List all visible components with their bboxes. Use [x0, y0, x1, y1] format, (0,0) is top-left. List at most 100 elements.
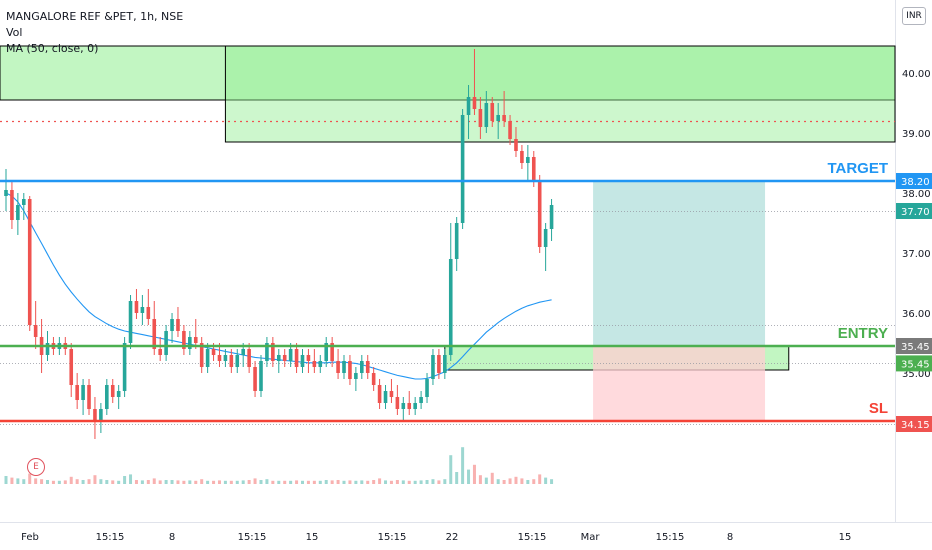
price-label-4: 34.15: [896, 416, 932, 432]
candle-body-91: [543, 229, 548, 247]
volume-bar-48: [289, 480, 293, 484]
volume-bar-67: [401, 480, 405, 484]
candle-body-26: [158, 349, 162, 355]
symbol-title[interactable]: MANGALORE REF &PET, 1h, NSE: [6, 10, 184, 23]
candle-body-14: [87, 385, 91, 409]
volume-bar-80: [478, 475, 482, 484]
volume-bar-61: [366, 480, 370, 484]
candle-30: [182, 325, 186, 355]
candle-body-38: [229, 355, 234, 367]
candle-body-60: [360, 361, 364, 373]
volume-bar-24: [146, 480, 150, 484]
profit-zone: [593, 181, 766, 346]
candle-body-1: [10, 190, 14, 220]
candle-body-40: [241, 349, 245, 355]
volume-bar-33: [200, 479, 204, 484]
volume-bar-4: [28, 473, 32, 484]
levels-layer: TARGET ENTRY SL: [0, 160, 895, 423]
candle-14: [87, 379, 91, 415]
candle-body-7: [45, 343, 50, 355]
volume-bar-51: [306, 480, 310, 484]
candle-body-50: [300, 355, 305, 367]
candle-body-27: [164, 331, 168, 355]
candle-body-86: [514, 139, 518, 151]
candle-2: [16, 193, 20, 235]
candle-body-80: [478, 109, 483, 127]
price-label-box-0: [896, 173, 932, 189]
candle-body-21: [128, 301, 133, 343]
volume-bar-45: [271, 480, 275, 484]
volume-bar-35: [212, 480, 216, 484]
candle-65: [389, 379, 394, 403]
candle-body-46: [276, 355, 281, 361]
volume-bar-14: [87, 479, 91, 484]
candle-62: [371, 367, 376, 391]
candle-69: [413, 397, 417, 415]
volume-bar-50: [301, 480, 304, 484]
time-tick-5: 15:15: [378, 532, 407, 543]
volume-bar-30: [182, 480, 186, 484]
candle-body-56: [336, 361, 340, 373]
volume-bar-37: [223, 480, 227, 484]
candle-83: [496, 103, 500, 139]
candle-body-54: [324, 343, 329, 361]
candle-body-69: [413, 403, 417, 409]
volume-bar-49: [295, 480, 299, 484]
volume-bar-65: [389, 480, 393, 484]
time-tick-1: 15:15: [96, 532, 125, 543]
candle-body-58: [348, 361, 352, 379]
volume-bar-27: [164, 480, 168, 484]
candle-body-73: [437, 355, 441, 373]
candle-56: [336, 349, 340, 379]
candle-body-23: [140, 307, 145, 313]
earnings-marker-icon[interactable]: E: [27, 458, 45, 476]
candle-body-62: [371, 373, 376, 385]
candle-50: [300, 349, 305, 373]
volume-indicator-label[interactable]: Vol: [6, 26, 23, 39]
candle-body-13: [81, 385, 85, 400]
price-label-box-4: [896, 416, 932, 432]
candle-66: [395, 385, 400, 415]
candle-28: [170, 313, 174, 343]
candle-body-52: [312, 361, 317, 367]
candle-49: [294, 343, 299, 373]
candle-body-24: [146, 307, 151, 319]
time-tick-0: Feb: [21, 532, 39, 543]
candle-74: [443, 349, 447, 379]
volume-bar-46: [277, 480, 281, 484]
candle-body-71: [425, 379, 429, 397]
volume-bar-58: [348, 480, 352, 484]
volume-bar-88: [526, 480, 530, 484]
volume-bar-63: [378, 478, 382, 484]
candle-73: [437, 349, 441, 379]
ma-indicator-label[interactable]: MA (50, close, 0): [6, 42, 99, 55]
candle-81: [484, 91, 489, 133]
volume-bar-0: [4, 476, 8, 484]
candle-43: [259, 355, 263, 397]
axes-layer: 40.00 39.00 38.00 37.00 36.00 35.00 38.20 37.70…: [21, 69, 932, 543]
volume-bar-57: [342, 480, 346, 484]
candle-67: [401, 397, 406, 421]
candle-body-84: [502, 115, 506, 121]
candle-5: [33, 301, 38, 349]
candle-body-49: [294, 349, 299, 367]
volume-bar-53: [318, 480, 322, 484]
candle-body-18: [110, 385, 115, 397]
time-tick-6: 22: [446, 532, 459, 543]
time-tick-10: 8: [727, 532, 733, 543]
candle-92: [549, 199, 554, 241]
candle-13: [81, 379, 85, 415]
volume-layer: [4, 447, 554, 484]
candle-68: [407, 391, 412, 415]
volume-bar-47: [283, 480, 287, 484]
currency-button[interactable]: INR: [902, 7, 926, 25]
volume-bar-23: [140, 480, 144, 484]
candle-body-47: [282, 355, 287, 361]
volume-bar-8: [51, 480, 55, 484]
candle-body-59: [354, 373, 358, 379]
entry-label: ENTRY: [838, 325, 888, 342]
candle-87: [520, 145, 524, 169]
candle-57: [342, 355, 346, 379]
candles-layer: [4, 49, 554, 439]
